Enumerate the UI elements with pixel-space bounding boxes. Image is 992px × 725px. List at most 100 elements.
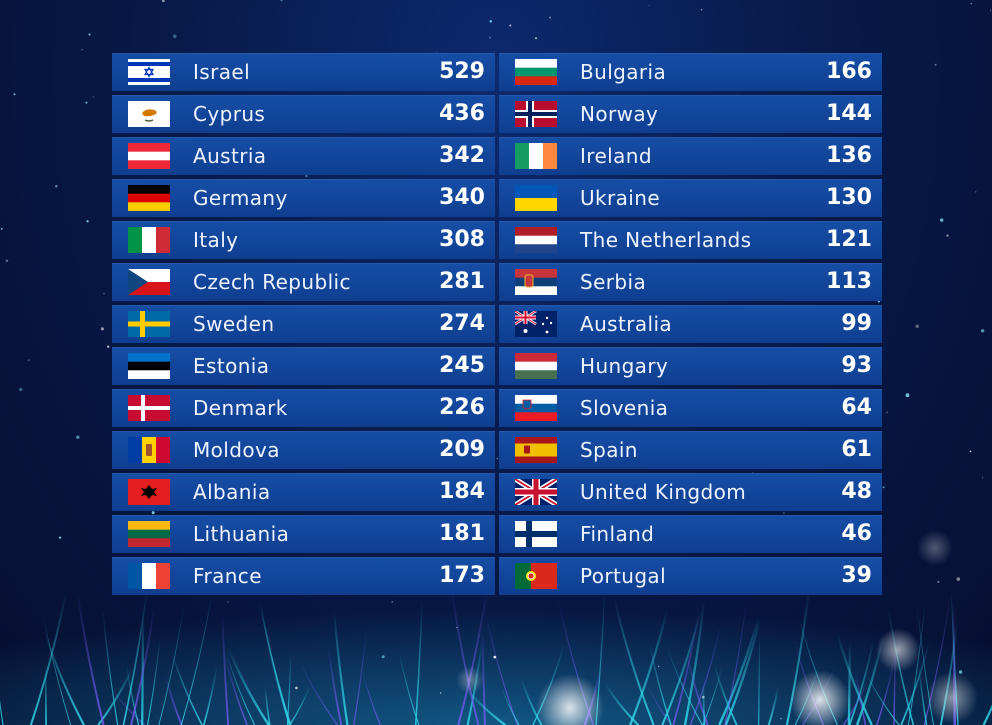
moldova-flag-icon <box>128 437 170 463</box>
result-row: Hungary 93 <box>499 347 882 385</box>
result-row: Norway 144 <box>499 95 882 133</box>
points-value: 166 <box>826 59 872 84</box>
points-value: 281 <box>439 269 485 294</box>
austria-flag-icon <box>128 143 170 169</box>
country-name: Albania <box>193 480 271 504</box>
result-row: Estonia 245 <box>112 347 495 385</box>
sweden-flag-icon <box>128 311 170 337</box>
france-flag-icon <box>128 563 170 589</box>
result-row: Serbia 113 <box>499 263 882 301</box>
points-value: 99 <box>841 311 872 336</box>
points-value: 46 <box>841 521 872 546</box>
result-row: Slovenia 64 <box>499 389 882 427</box>
czech-republic-flag-icon <box>128 269 170 295</box>
denmark-flag-icon <box>128 395 170 421</box>
result-row: Germany 340 <box>112 179 495 217</box>
result-row: Spain 61 <box>499 431 882 469</box>
country-name: Serbia <box>580 270 647 294</box>
country-name: Israel <box>193 60 251 84</box>
points-value: 181 <box>439 521 485 546</box>
country-name: Sweden <box>193 312 275 336</box>
result-row: Denmark 226 <box>112 389 495 427</box>
result-row: Moldova 209 <box>112 431 495 469</box>
country-name: Germany <box>193 186 288 210</box>
country-name: Ireland <box>580 144 652 168</box>
united-kingdom-flag-icon <box>515 479 557 505</box>
israel-flag-icon <box>128 59 170 85</box>
country-name: Ukraine <box>580 186 661 210</box>
hungary-flag-icon <box>515 353 557 379</box>
lithuania-flag-icon <box>128 521 170 547</box>
points-value: 61 <box>841 437 872 462</box>
country-name: Australia <box>580 312 673 336</box>
result-row: Bulgaria 166 <box>499 53 882 91</box>
scoreboard-right-column: Bulgaria 166 Norway 144 Ireland 136 Ukraine 130… <box>499 53 882 599</box>
result-row: Italy 308 <box>112 221 495 259</box>
country-name: Denmark <box>193 396 288 420</box>
result-row: Czech Republic 281 <box>112 263 495 301</box>
finland-flag-icon <box>515 521 557 547</box>
points-value: 226 <box>439 395 485 420</box>
points-value: 340 <box>439 185 485 210</box>
points-value: 136 <box>826 143 872 168</box>
points-value: 48 <box>841 479 872 504</box>
result-row: Portugal 39 <box>499 557 882 595</box>
result-row: The Netherlands 121 <box>499 221 882 259</box>
portugal-flag-icon <box>515 563 557 589</box>
country-name: Estonia <box>193 354 270 378</box>
country-name: Moldova <box>193 438 280 462</box>
country-name: Spain <box>580 438 638 462</box>
points-value: 173 <box>439 563 485 588</box>
serbia-flag-icon <box>515 269 557 295</box>
country-name: The Netherlands <box>580 228 752 252</box>
country-name: Czech Republic <box>193 270 351 294</box>
country-name: Finland <box>580 522 655 546</box>
points-value: 113 <box>826 269 872 294</box>
points-value: 308 <box>439 227 485 252</box>
result-row: Australia 99 <box>499 305 882 343</box>
italy-flag-icon <box>128 227 170 253</box>
result-row: Ireland 136 <box>499 137 882 175</box>
result-row: Israel 529 <box>112 53 495 91</box>
points-value: 436 <box>439 101 485 126</box>
result-row: Lithuania 181 <box>112 515 495 553</box>
albania-flag-icon <box>128 479 170 505</box>
result-row: United Kingdom 48 <box>499 473 882 511</box>
norway-flag-icon <box>515 101 557 127</box>
points-value: 39 <box>841 563 872 588</box>
points-value: 93 <box>841 353 872 378</box>
country-name: Austria <box>193 144 267 168</box>
result-row: Austria 342 <box>112 137 495 175</box>
netherlands-flag-icon <box>515 227 557 253</box>
points-value: 342 <box>439 143 485 168</box>
result-row: France 173 <box>112 557 495 595</box>
points-value: 144 <box>826 101 872 126</box>
country-name: Italy <box>193 228 239 252</box>
germany-flag-icon <box>128 185 170 211</box>
result-row: Albania 184 <box>112 473 495 511</box>
ireland-flag-icon <box>515 143 557 169</box>
points-value: 130 <box>826 185 872 210</box>
result-row: Finland 46 <box>499 515 882 553</box>
country-name: United Kingdom <box>580 480 747 504</box>
points-value: 209 <box>439 437 485 462</box>
points-value: 245 <box>439 353 485 378</box>
australia-flag-icon <box>515 311 557 337</box>
points-value: 529 <box>439 59 485 84</box>
points-value: 64 <box>841 395 872 420</box>
spain-flag-icon <box>515 437 557 463</box>
result-row: Cyprus 436 <box>112 95 495 133</box>
country-name: Slovenia <box>580 396 669 420</box>
country-name: Cyprus <box>193 102 266 126</box>
country-name: France <box>193 564 262 588</box>
slovenia-flag-icon <box>515 395 557 421</box>
ukraine-flag-icon <box>515 185 557 211</box>
country-name: Portugal <box>580 564 667 588</box>
country-name: Bulgaria <box>580 60 667 84</box>
points-value: 121 <box>826 227 872 252</box>
estonia-flag-icon <box>128 353 170 379</box>
country-name: Hungary <box>580 354 669 378</box>
country-name: Norway <box>580 102 659 126</box>
result-row: Ukraine 130 <box>499 179 882 217</box>
country-name: Lithuania <box>193 522 290 546</box>
